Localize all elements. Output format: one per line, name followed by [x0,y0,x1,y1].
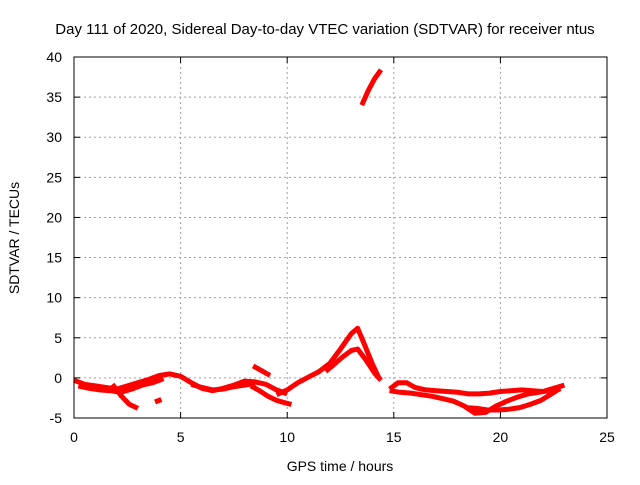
x-tick-label: 20 [493,429,509,445]
y-axis-label: SDTVAR / TECUs [6,182,22,294]
series-line-seg7 [251,363,272,378]
series-line-seg13 [466,386,562,413]
y-tick-label: 20 [46,209,62,225]
x-tick-label: 0 [70,429,78,445]
series-layer [73,68,566,416]
tick-layer: 0 5 10 15 20 25 -5 0 5 10 15 20 25 30 35 40 [46,49,615,445]
series-line-seg4 [154,397,163,405]
x-tick-label: 25 [599,429,615,445]
series-line-seg9 [323,346,383,382]
y-tick-label: 10 [46,290,62,306]
y-tick-label: -5 [50,410,63,426]
series-line-seg10 [359,68,384,107]
grid-layer [74,57,607,418]
series-line-seg6 [249,383,293,407]
y-tick-label: 35 [46,89,62,105]
x-tick-label: 5 [177,429,185,445]
x-tick-label: 15 [386,429,402,445]
x-axis-label: GPS time / hours [287,458,394,474]
y-tick-label: 15 [46,250,62,266]
series-line-seg5 [190,381,256,393]
y-tick-label: 30 [46,129,62,145]
chart-title: Day 111 of 2020, Sidereal Day-to-day VTE… [55,21,594,38]
y-tick-label: 40 [46,49,62,65]
plot-frame [73,56,608,419]
x-tick-label: 10 [279,429,295,445]
series-line-seg12 [389,386,561,416]
series-line-seg8 [275,325,382,397]
y-tick-label: 25 [46,169,62,185]
series-line-seg3 [110,382,140,411]
y-tick-label: 0 [54,370,62,386]
y-tick-label: 5 [54,330,62,346]
